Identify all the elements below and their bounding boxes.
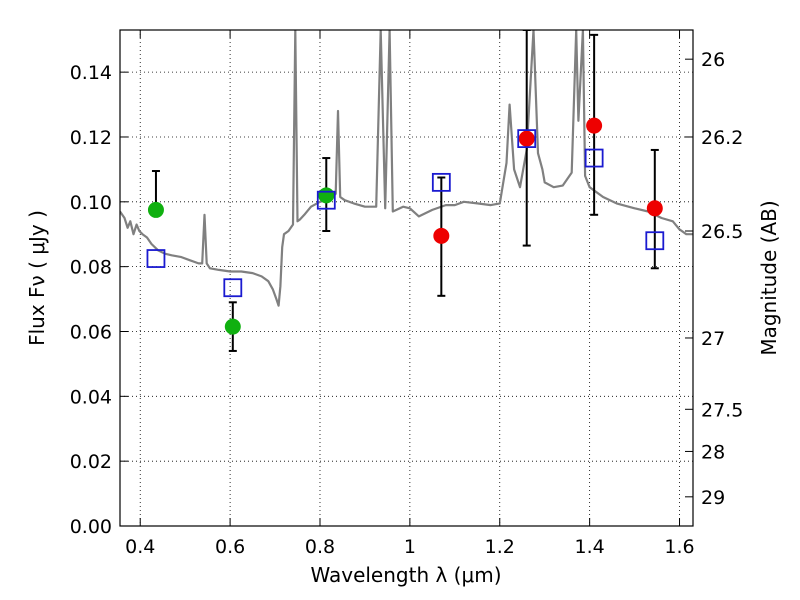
x-tick-label: 1.4: [575, 536, 605, 558]
x-tick-label: 0.8: [305, 536, 335, 558]
x-tick-label: 1: [404, 536, 416, 558]
y2-tick-label: 26.5: [701, 221, 743, 243]
model-point: [316, 190, 336, 210]
y-tick-label: 0.06: [70, 321, 112, 343]
model-point: [431, 172, 451, 192]
data-point: [518, 130, 535, 147]
y2-axis-title: Magnitude (AB): [757, 200, 781, 355]
model-point: [517, 129, 537, 149]
data-point: [318, 187, 335, 204]
model-spectrum: [120, 30, 693, 307]
y-tick-label: 0.12: [70, 127, 112, 149]
x-tick-label: 1.2: [485, 536, 515, 558]
y-tick-label: 0.04: [70, 386, 112, 408]
data-point: [646, 200, 663, 217]
data-point: [586, 117, 603, 134]
y2-tick-label: 26.2: [701, 127, 743, 149]
y-tick-label: 0.02: [70, 451, 112, 473]
x-tick-label: 1.6: [664, 536, 694, 558]
y2-tick-label: 27: [701, 328, 725, 350]
y-tick-label: 0.10: [70, 192, 112, 214]
plot-frame: [119, 29, 694, 527]
x-axis-ticks: 0.4 0.6 0.8 1 1.2 1.4 1.6: [125, 30, 695, 558]
y2-axis-ticks: 26 26.2 26.5 27 27.5 28 29: [685, 49, 743, 509]
y2-tick-label: 26: [701, 49, 725, 71]
y-tick-label: 0.14: [70, 62, 112, 84]
y-axis-ticks: 0.00 0.02 0.04 0.06 0.08 0.10 0.12 0.14: [70, 62, 128, 538]
y-axis-title: Flux Fν ( μJy ): [25, 210, 49, 346]
y2-tick-label: 28: [701, 441, 725, 463]
data-point: [224, 318, 241, 335]
data-point: [433, 227, 450, 244]
y2-tick-label: 29: [701, 487, 725, 509]
y-tick-label: 0.00: [70, 516, 112, 538]
plot-area: [120, 30, 693, 352]
x-axis-title: Wavelength λ (μm): [310, 563, 501, 587]
grid-lines: [120, 30, 693, 527]
model-point: [645, 231, 665, 251]
x-tick-label: 0.4: [125, 536, 155, 558]
y-tick-label: 0.08: [70, 257, 112, 279]
model-point: [146, 249, 166, 268]
y2-tick-label: 27.5: [701, 399, 743, 421]
model-point: [223, 278, 243, 298]
spectrum-line: [120, 30, 693, 307]
x-tick-label: 0.6: [215, 536, 245, 558]
data-point: [147, 201, 164, 218]
model-point: [584, 148, 604, 168]
data-markers: [146, 117, 665, 335]
